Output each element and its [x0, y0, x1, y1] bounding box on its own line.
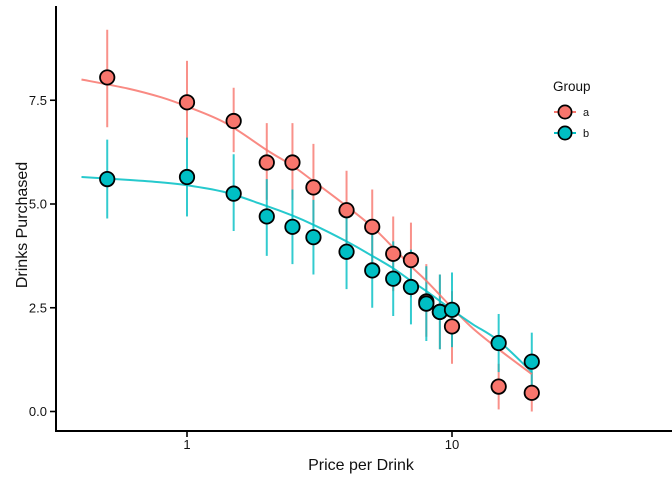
data-point-b-1.5	[225, 185, 242, 202]
data-point-b-15	[490, 334, 507, 352]
fit-curve-b	[81, 176, 533, 373]
data-point-b-4	[338, 243, 355, 260]
data-point-a-15	[490, 378, 507, 395]
data-point-a-1.5	[225, 112, 242, 130]
legend-label-b: b	[583, 128, 589, 140]
data-point-b-2	[258, 208, 275, 225]
legend-key-b-icon	[557, 125, 573, 141]
x-tick-label: 10	[445, 437, 459, 452]
data-point-b-3	[305, 229, 322, 246]
data-point-a-4	[338, 202, 355, 219]
data-point-b-1	[178, 168, 196, 186]
data-point-a-6	[385, 245, 402, 262]
data-point-a-5	[364, 218, 381, 235]
y-axis-title: Drinks Purchased	[14, 162, 31, 288]
y-tick-label: 0.0	[29, 404, 47, 419]
legend-title: Group	[553, 79, 591, 94]
data-point-b-8	[418, 295, 435, 312]
data-point-a-0.5	[99, 69, 116, 86]
data-point-b-5	[364, 262, 381, 279]
x-tick-label: 1	[183, 437, 190, 452]
data-point-b-2.5	[284, 218, 301, 235]
data-point-a-20	[523, 384, 540, 401]
data-point-a-2	[258, 154, 275, 171]
data-point-b-10	[443, 301, 461, 318]
legend-label-a: a	[583, 107, 590, 119]
legend-key-a-icon	[557, 104, 573, 120]
data-point-a-7	[402, 251, 420, 269]
data-point-a-2.5	[284, 154, 301, 171]
fit-curve-a	[81, 78, 533, 375]
legend: Group ab	[553, 79, 591, 141]
x-axis-title: Price per Drink	[308, 457, 415, 474]
data-point-b-7	[402, 278, 420, 296]
data-point-a-3	[305, 179, 322, 196]
data-point-b-20	[523, 353, 540, 370]
y-tick-label: 2.5	[29, 300, 47, 315]
data-point-a-1	[178, 94, 196, 111]
data-point-a-10	[443, 318, 461, 335]
data-point-b-6	[385, 270, 402, 287]
data-point-b-0.5	[99, 171, 116, 188]
y-tick-label: 7.5	[29, 93, 47, 108]
y-tick-label: 5.0	[29, 197, 47, 212]
